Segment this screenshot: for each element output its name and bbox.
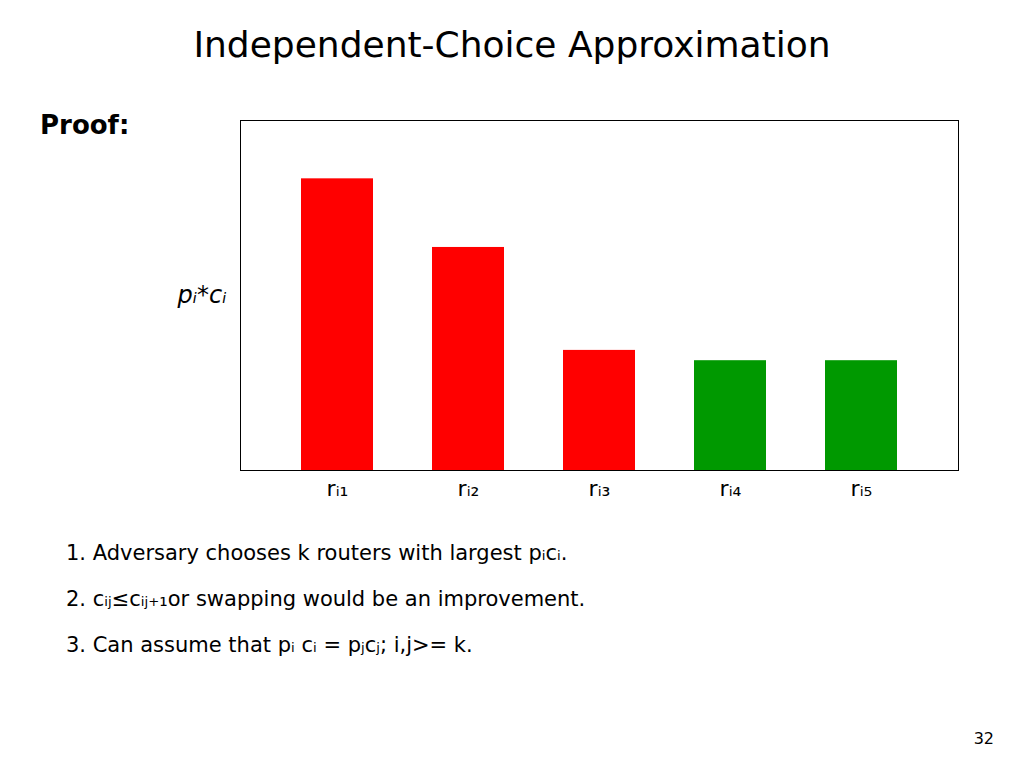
html-text:32: 32 <box>973 729 994 748</box>
html-text:2. cᵢⱼ≤cᵢⱼ₊₁or swapping would: 2. cᵢⱼ≤cᵢⱼ₊₁or swapping would be an impr… <box>66 587 586 611</box>
svg-text:rᵢ₃: rᵢ₃ <box>589 476 611 501</box>
svg-text:rᵢ₅: rᵢ₅ <box>851 476 873 501</box>
svg-text:rᵢ₁: rᵢ₁ <box>327 476 349 501</box>
svg-text:rᵢ₄: rᵢ₄ <box>720 476 742 501</box>
html-text:Proof:: Proof: <box>40 110 130 140</box>
html-text:Independent-Choice Approximati: Independent-Choice Approximation <box>193 24 831 65</box>
html-text:3. Can assume that pᵢ cᵢ = pⱼc: 3. Can assume that pᵢ cᵢ = pⱼcⱼ; i,j>= k… <box>66 633 473 657</box>
html-text:1. Adversary chooses k routers: 1. Adversary chooses k routers with larg… <box>66 541 568 565</box>
svg-text:rᵢ₂: rᵢ₂ <box>458 476 480 501</box>
svg-text:pᵢ*cᵢ: pᵢ*cᵢ <box>176 281 226 309</box>
